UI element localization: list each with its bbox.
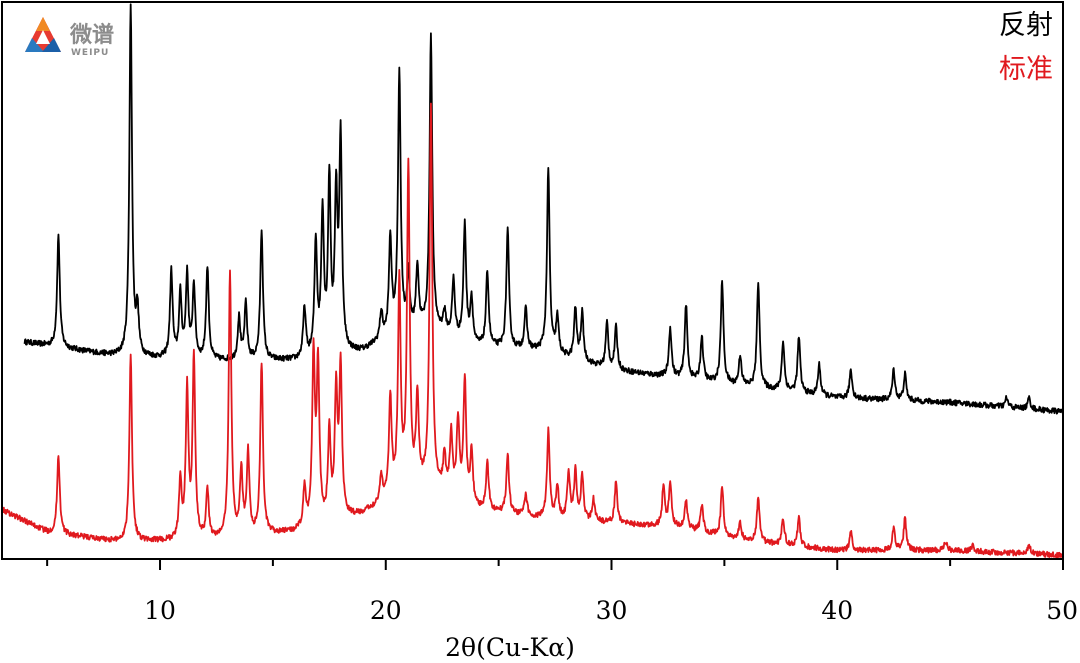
series-line-standard: [1, 102, 1064, 559]
legend-item-reflection: 反射: [999, 10, 1053, 41]
x-axis-label: 2θ(Cu-Kα): [445, 633, 575, 662]
logo-mark-icon: [25, 17, 61, 52]
legend-item-standard: 标准: [999, 54, 1053, 85]
plot-frame: [1, 1, 1064, 560]
logo-en-text: WEIPU: [71, 48, 109, 58]
series-line-reflection: [23, 3, 1064, 415]
x-tick-label: 40: [821, 596, 853, 625]
x-tick-label: 30: [596, 596, 628, 625]
x-tick-label: 20: [370, 596, 402, 625]
legend: 反射 标准: [999, 10, 1053, 85]
x-axis: 10 20 30 40 50: [46, 559, 1078, 625]
logo-cn-text: 微谱: [69, 22, 114, 48]
weipu-logo: 微谱 WEIPU: [25, 17, 114, 58]
x-tick-label: 50: [1046, 596, 1078, 625]
series-layer: [1, 3, 1064, 559]
x-tick-label: 10: [144, 596, 176, 625]
